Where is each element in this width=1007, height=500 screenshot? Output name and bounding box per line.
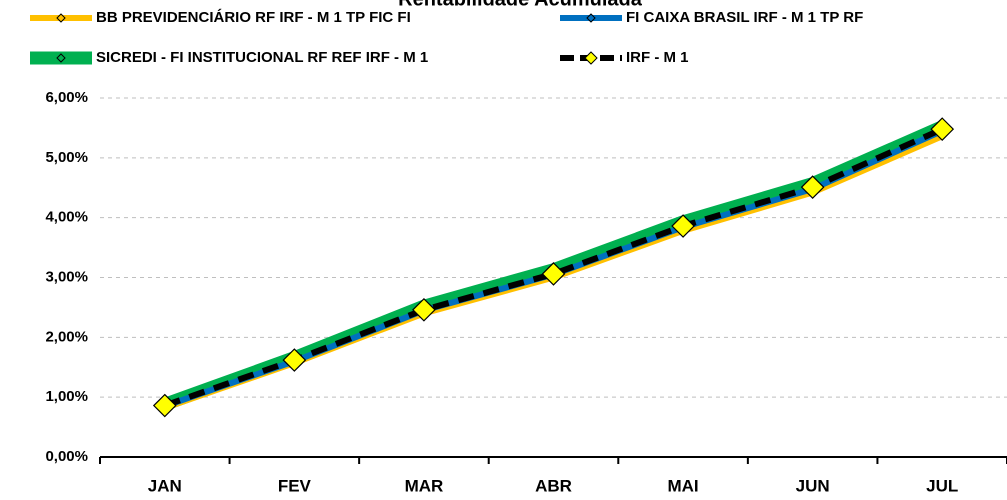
x-tick-label: FEV: [278, 476, 312, 495]
x-tick-label: MAI: [667, 476, 698, 495]
legend-marker: [584, 51, 598, 65]
legend-marker: [586, 13, 596, 23]
chart-title: Rentabilidade Acumulada: [398, 0, 643, 10]
legend-label: BB PREVIDENCIÁRIO RF IRF - M 1 TP FIC FI: [96, 9, 411, 26]
marker: [412, 297, 436, 322]
x-tick-label: ABR: [535, 476, 572, 495]
marker: [541, 262, 566, 286]
y-tick-label: 6,00%: [45, 89, 88, 106]
y-tick-label: 5,00%: [45, 149, 88, 166]
y-tick-label: 1,00%: [45, 388, 88, 405]
legend-label: SICREDI - FI INSTITUCIONAL RF REF IRF - …: [96, 49, 428, 66]
x-tick-label: JUN: [796, 476, 830, 495]
y-tick-label: 4,00%: [45, 209, 88, 226]
marker: [282, 348, 307, 372]
legend-label: IRF - M 1: [626, 49, 689, 66]
x-tick-label: MAR: [405, 476, 444, 495]
legend-marker: [56, 13, 66, 23]
y-tick-label: 3,00%: [45, 268, 88, 285]
x-tick-label: JUL: [926, 476, 958, 495]
marker: [930, 117, 955, 141]
marker: [800, 175, 825, 200]
marker: [152, 393, 177, 418]
y-tick-label: 2,00%: [45, 328, 88, 345]
legend-marker: [56, 53, 66, 63]
legend-label: FI CAIXA BRASIL IRF - M 1 TP RF: [626, 9, 863, 26]
y-tick-label: 0,00%: [45, 448, 88, 465]
marker: [671, 214, 695, 238]
x-tick-label: JAN: [148, 476, 182, 495]
